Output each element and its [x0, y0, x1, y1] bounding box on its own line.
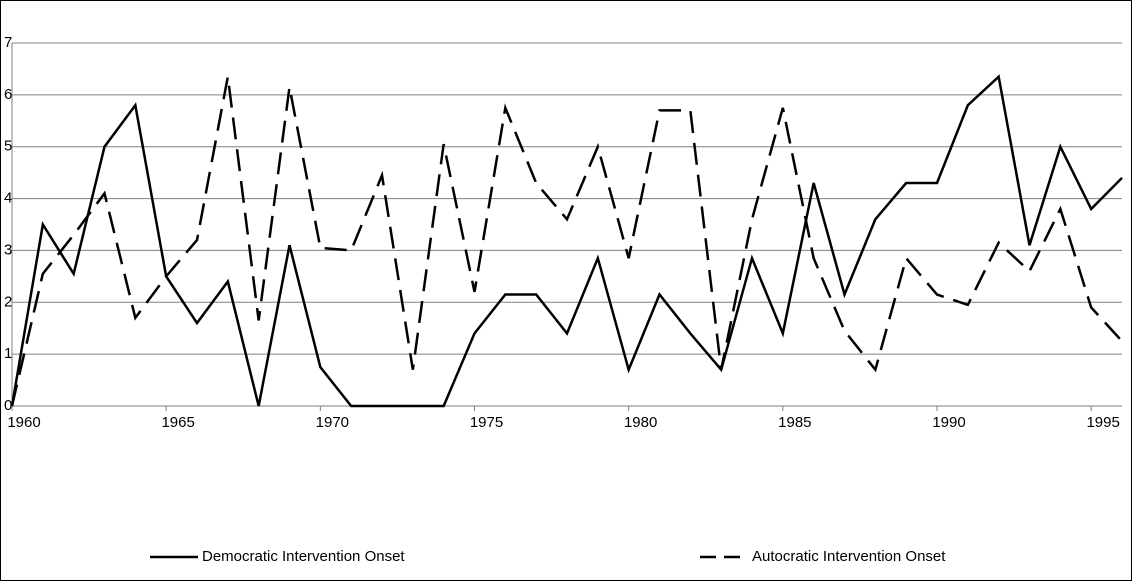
x-tick-label: 1960	[7, 414, 40, 431]
line-series	[10, 76, 1123, 407]
y-tick-label: 4	[4, 190, 12, 207]
y-tick-label: 7	[4, 34, 12, 51]
x-tick-label: 1985	[778, 414, 811, 431]
y-tick-label: 6	[4, 86, 12, 103]
y-tick-label: 1	[4, 345, 12, 362]
x-tick-label: 1995	[1086, 414, 1119, 431]
line-series	[10, 74, 1123, 408]
legend-label: Autocratic Intervention Onset	[752, 548, 946, 565]
y-tick-label: 0	[4, 397, 12, 414]
y-tick-label: 5	[4, 138, 12, 155]
x-tick-label: 1980	[624, 414, 657, 431]
x-tick-label: 1990	[932, 414, 965, 431]
y-tick-label: 3	[4, 241, 12, 258]
x-tick-label: 1970	[316, 414, 349, 431]
legend-label: Democratic Intervention Onset	[202, 548, 405, 565]
y-tick-label: 2	[4, 293, 12, 310]
x-tick-label: 1975	[470, 414, 503, 431]
x-tick-label: 1965	[161, 414, 194, 431]
